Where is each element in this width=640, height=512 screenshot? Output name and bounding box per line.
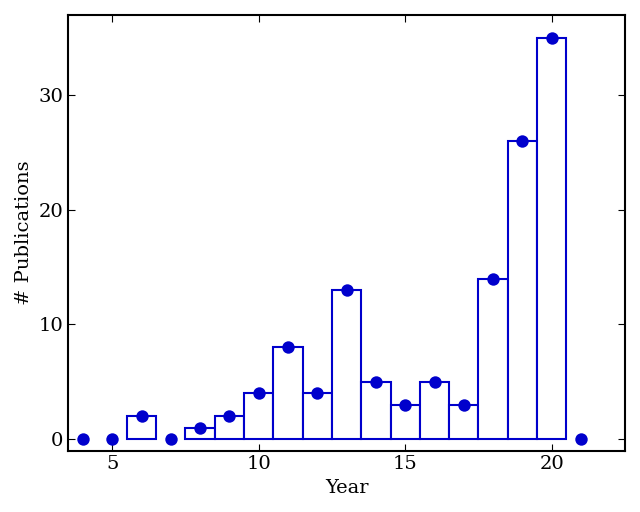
Bar xyxy=(479,279,508,439)
Point xyxy=(342,286,352,294)
Bar xyxy=(303,393,332,439)
Point xyxy=(312,389,323,397)
Point xyxy=(459,400,469,409)
Bar xyxy=(390,404,420,439)
Point xyxy=(253,389,264,397)
Bar xyxy=(244,393,273,439)
Bar xyxy=(332,290,362,439)
Bar xyxy=(537,38,566,439)
Bar xyxy=(449,404,479,439)
Point xyxy=(107,435,117,443)
Y-axis label: # Publications: # Publications xyxy=(15,160,33,305)
Point xyxy=(576,435,586,443)
Point xyxy=(488,274,499,283)
Bar xyxy=(215,416,244,439)
Point xyxy=(78,435,88,443)
Bar xyxy=(127,416,156,439)
Point xyxy=(225,412,235,420)
Bar xyxy=(362,382,390,439)
Point xyxy=(371,378,381,386)
Point xyxy=(136,412,147,420)
Bar xyxy=(420,382,449,439)
Bar xyxy=(508,141,537,439)
Point xyxy=(547,34,557,42)
Point xyxy=(429,378,440,386)
Bar xyxy=(186,428,215,439)
Point xyxy=(195,423,205,432)
X-axis label: Year: Year xyxy=(325,479,369,497)
Point xyxy=(517,137,527,145)
Point xyxy=(400,400,410,409)
Point xyxy=(166,435,176,443)
Bar xyxy=(273,348,303,439)
Point xyxy=(283,344,293,352)
